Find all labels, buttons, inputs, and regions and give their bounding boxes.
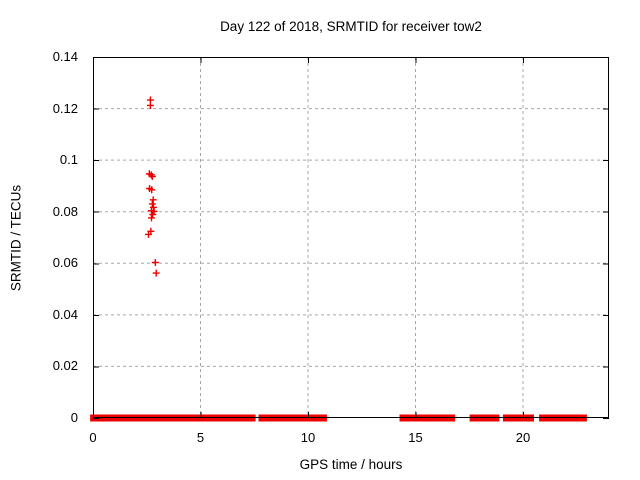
plot-border xyxy=(93,57,609,418)
y-tick-label: 0.12 xyxy=(52,100,78,116)
y-tick-label: 0.04 xyxy=(52,306,78,322)
y-tick-label: 0.02 xyxy=(52,358,78,374)
y-tick-label: 0.1 xyxy=(59,152,78,168)
x-tick-label: 20 xyxy=(515,430,531,445)
chart-title: Day 122 of 2018, SRMTID for receiver tow… xyxy=(220,19,482,34)
y-tick-label: 0.08 xyxy=(52,203,78,219)
x-tick-label: 15 xyxy=(408,430,423,445)
x-tick-label: 5 xyxy=(196,430,205,445)
x-tick-label: 10 xyxy=(300,430,316,445)
x-tick-label: 0 xyxy=(89,430,97,445)
y-tick-label: 0.14 xyxy=(52,49,78,64)
x-axis-label: GPS time / hours xyxy=(299,457,403,472)
y-tick-label: 0.06 xyxy=(52,255,78,271)
y-tick-label: 0 xyxy=(70,410,78,425)
scatter-points xyxy=(144,96,160,277)
